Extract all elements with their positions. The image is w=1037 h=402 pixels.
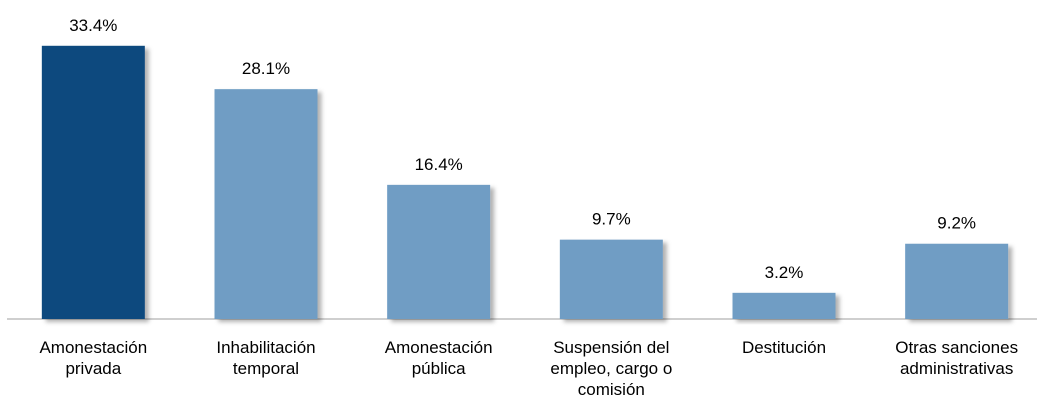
data-label: 9.7% (592, 210, 631, 229)
data-label: 9.2% (937, 214, 976, 233)
x-tick-label: Amonestación pública (385, 338, 493, 378)
x-tick-label-line: Inhabilitación (216, 338, 315, 357)
x-tick-label-line: comisión (578, 380, 645, 399)
data-label: 16.4% (415, 155, 463, 174)
x-tick-label: Inhabilitación temporal (216, 338, 315, 378)
data-label: 28.1% (242, 59, 290, 78)
x-tick-label-line: empleo, cargo o (550, 359, 672, 378)
bar (732, 292, 836, 319)
x-tick-label-line: Amonestación (385, 338, 493, 357)
x-tick-label-line: administrativas (900, 359, 1013, 378)
x-tick-label: Suspensión del empleo, cargo o comisión (550, 338, 672, 399)
x-tick-label: Otras sanciones administrativas (895, 338, 1018, 378)
x-tick-label: Amonestación privada (39, 338, 147, 378)
bar (905, 243, 1009, 319)
bar (214, 89, 318, 320)
bar (559, 239, 663, 319)
data-label: 33.4% (69, 16, 117, 35)
x-tick-label-line: Suspensión del (553, 338, 669, 357)
x-tick-label: Destitución (742, 338, 826, 357)
bar (387, 184, 491, 319)
x-tick-label-line: privada (65, 359, 121, 378)
x-tick-label-line: Amonestación (39, 338, 147, 357)
x-tick-label-line: pública (412, 359, 466, 378)
x-tick-label-line: Destitución (742, 338, 826, 357)
x-tick-label-line: temporal (233, 359, 299, 378)
bar (41, 45, 145, 320)
x-tick-label-line: Otras sanciones (895, 338, 1018, 357)
data-label: 3.2% (765, 263, 804, 282)
